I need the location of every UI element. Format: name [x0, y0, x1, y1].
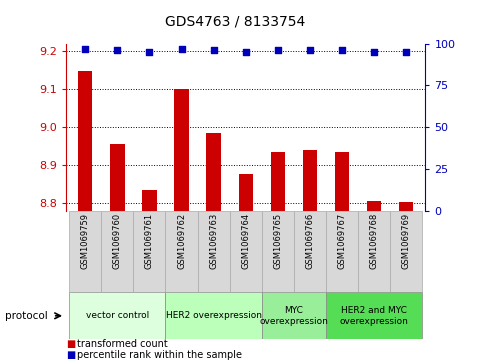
Text: protocol: protocol [5, 311, 47, 321]
Point [305, 47, 313, 53]
Text: GSM1069759: GSM1069759 [81, 213, 90, 269]
Point [402, 49, 409, 55]
Bar [389, 211, 421, 292]
Text: vector control: vector control [85, 311, 149, 320]
Bar [238, 175, 252, 211]
Text: ■: ■ [66, 350, 75, 360]
Bar [357, 211, 389, 292]
Bar [110, 144, 124, 211]
Bar [270, 152, 285, 211]
Text: GSM1069769: GSM1069769 [401, 213, 410, 269]
Bar [197, 211, 229, 292]
Bar [229, 211, 261, 292]
Text: HER2 and MYC
overexpression: HER2 and MYC overexpression [339, 306, 407, 326]
Point [113, 47, 121, 53]
Text: HER2 overexpression: HER2 overexpression [165, 311, 261, 320]
Bar [325, 292, 421, 339]
Text: GSM1069766: GSM1069766 [305, 213, 314, 269]
Text: transformed count: transformed count [77, 339, 168, 349]
Point [177, 46, 185, 52]
Bar [165, 292, 261, 339]
Text: MYC
overexpression: MYC overexpression [259, 306, 327, 326]
Point [241, 49, 249, 55]
Bar [366, 201, 381, 211]
Bar [101, 211, 133, 292]
Text: GSM1069764: GSM1069764 [241, 213, 250, 269]
Bar [293, 211, 325, 292]
Bar [142, 189, 156, 211]
Text: GSM1069768: GSM1069768 [369, 213, 378, 269]
Text: GSM1069763: GSM1069763 [209, 213, 218, 269]
Bar [206, 133, 221, 211]
Text: percentile rank within the sample: percentile rank within the sample [77, 350, 242, 360]
Point [145, 49, 153, 55]
Bar [334, 152, 348, 211]
Bar [302, 150, 317, 211]
Point [81, 46, 89, 52]
Bar [325, 211, 357, 292]
Bar [78, 71, 92, 211]
Bar [398, 202, 412, 211]
Text: GSM1069761: GSM1069761 [144, 213, 154, 269]
Bar [69, 292, 165, 339]
Bar [261, 292, 325, 339]
Bar [165, 211, 197, 292]
Point [273, 47, 281, 53]
Text: ■: ■ [66, 339, 75, 349]
Text: GSM1069767: GSM1069767 [337, 213, 346, 269]
Point [369, 49, 377, 55]
Text: GDS4763 / 8133754: GDS4763 / 8133754 [164, 15, 304, 29]
Text: GSM1069760: GSM1069760 [113, 213, 122, 269]
Text: GSM1069762: GSM1069762 [177, 213, 185, 269]
Bar [261, 211, 293, 292]
Bar [133, 211, 165, 292]
Point [209, 47, 217, 53]
Bar [174, 89, 188, 211]
Bar [69, 211, 101, 292]
Text: GSM1069765: GSM1069765 [273, 213, 282, 269]
Point [337, 47, 345, 53]
